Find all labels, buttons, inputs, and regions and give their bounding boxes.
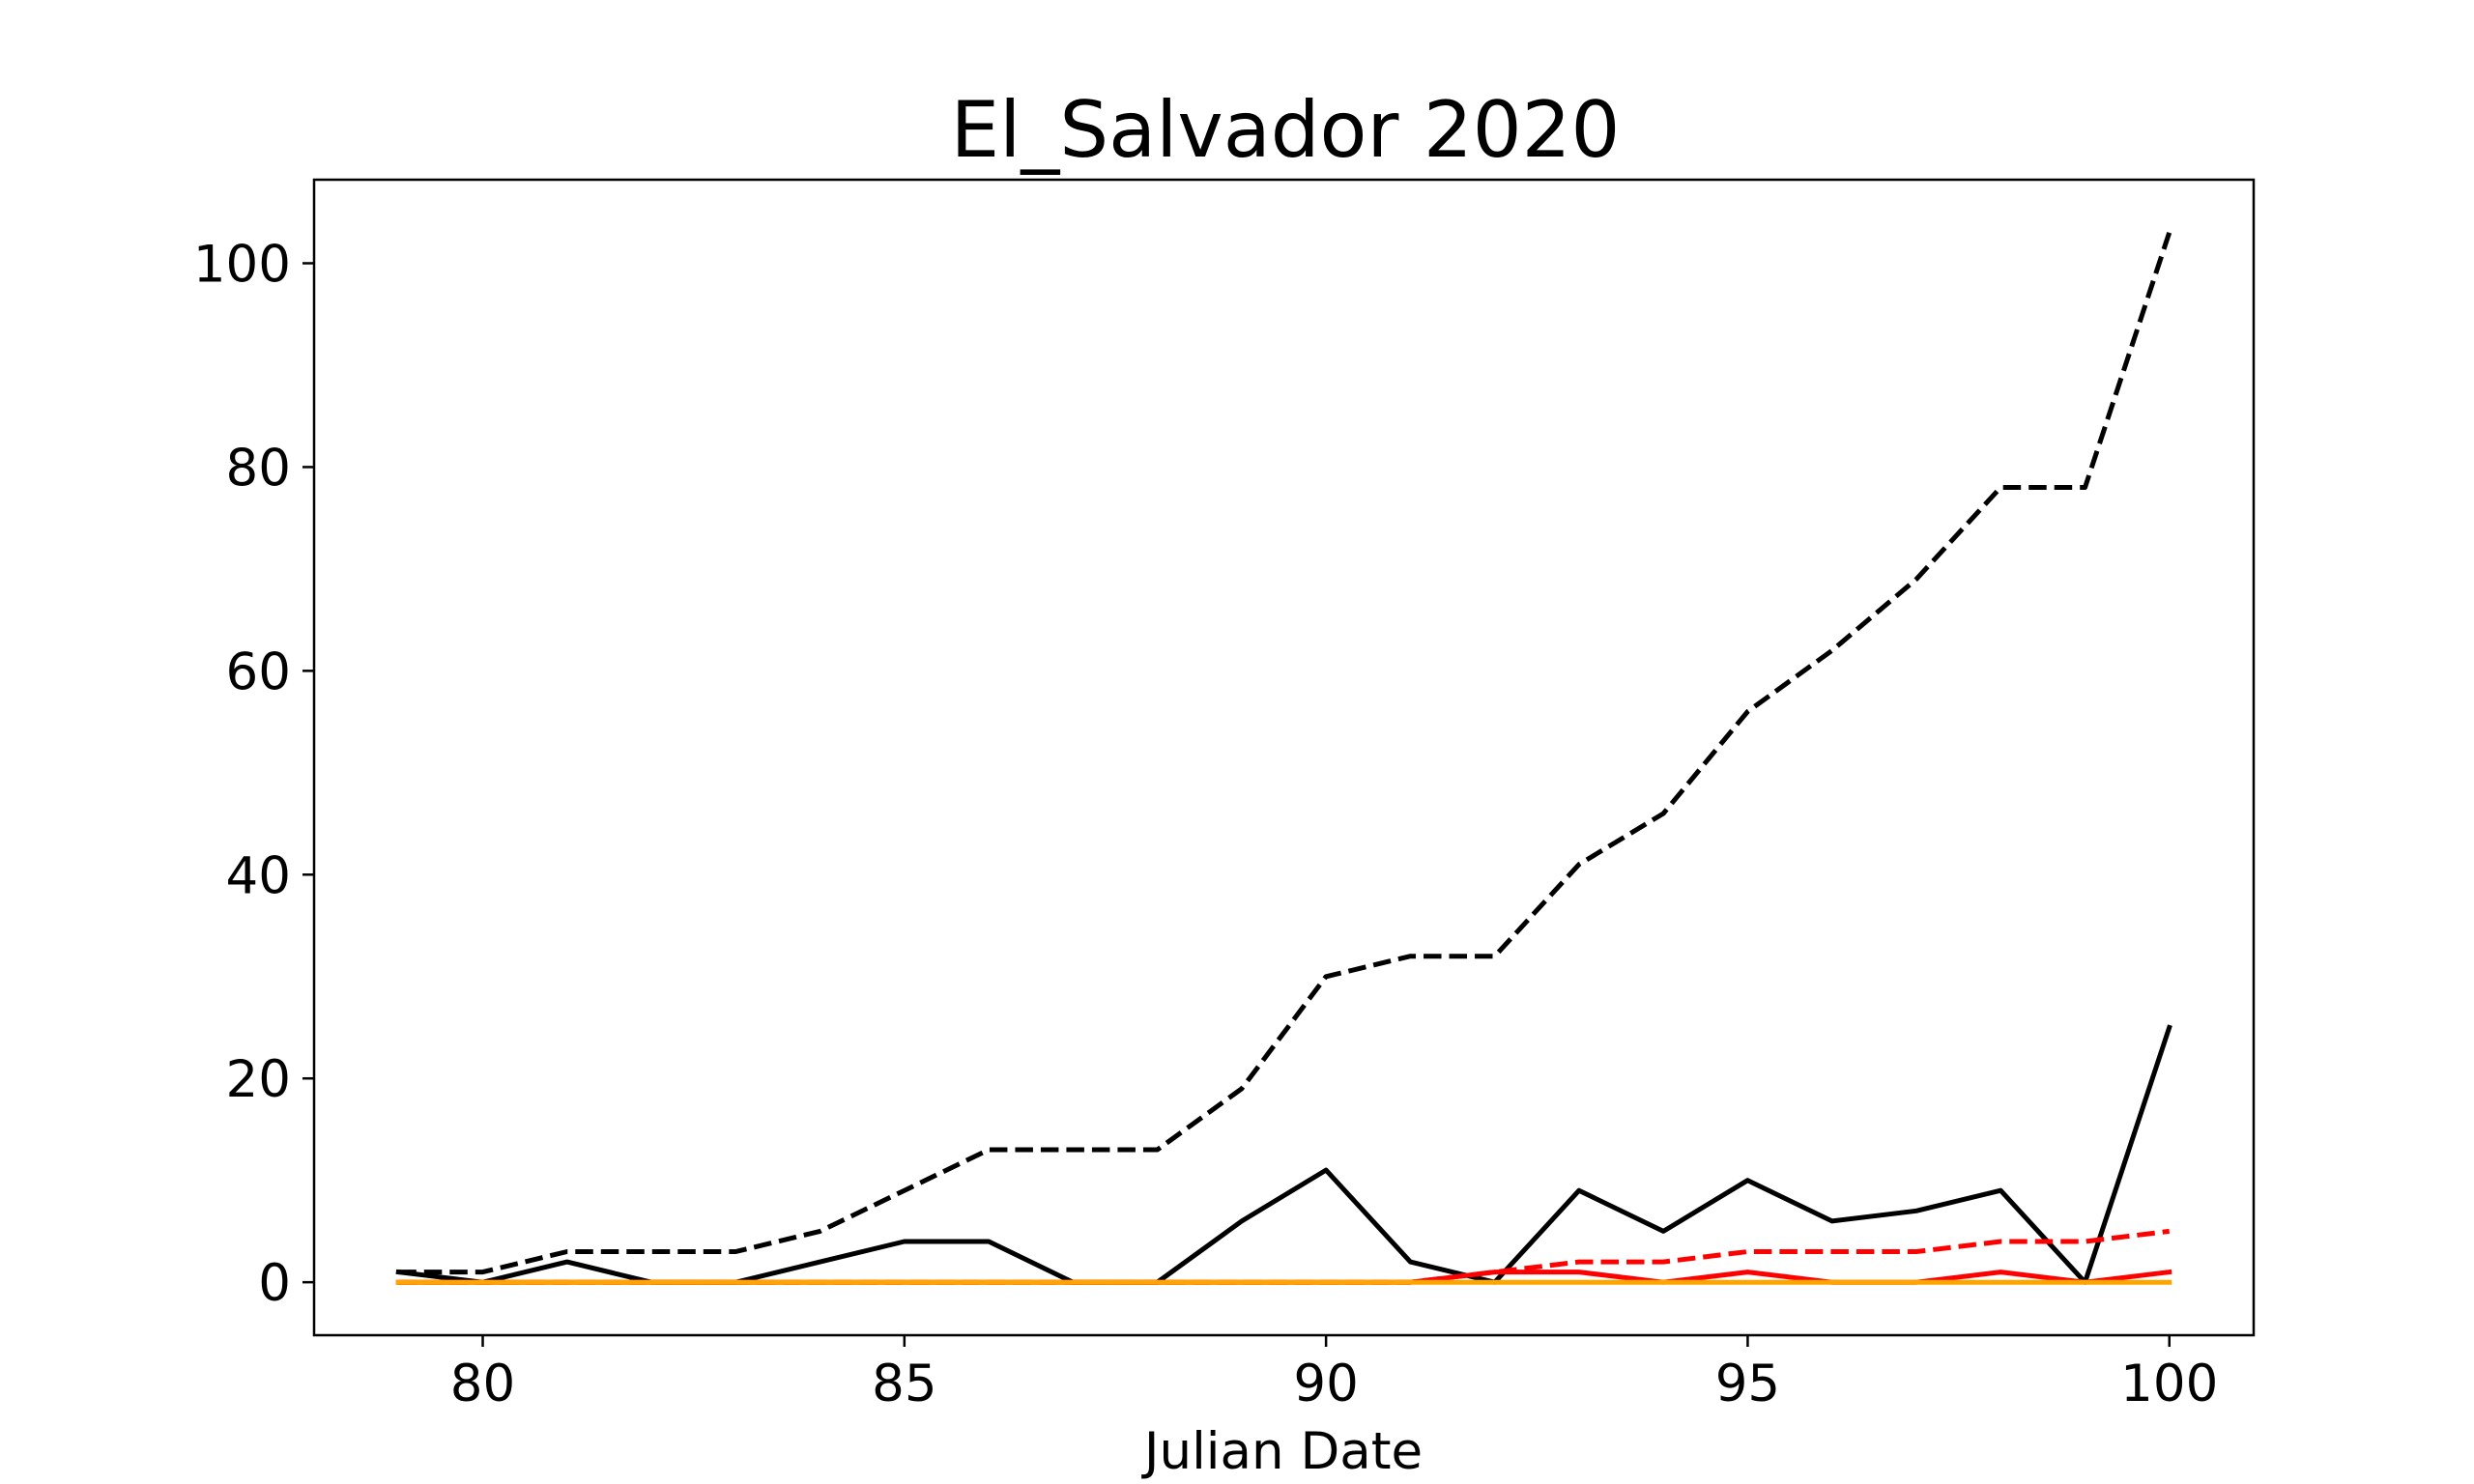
x-tick-label: 80 [450, 1355, 515, 1413]
x-tick-label: 85 [872, 1355, 936, 1413]
x-tick-label: 100 [2120, 1355, 2218, 1413]
y-tick-label: 80 [226, 439, 291, 498]
y-axis-ticks: 0 20 40 60 80 100 [193, 235, 314, 1313]
y-tick-label: 60 [226, 642, 291, 701]
series-layer [395, 232, 2172, 1285]
x-axis-ticks: 80 85 90 95 100 [450, 1335, 2218, 1413]
y-tick-label: 20 [226, 1050, 291, 1109]
x-tick-label: 90 [1293, 1355, 1358, 1413]
y-tick-label: 100 [193, 235, 291, 294]
y-tick-label: 0 [258, 1254, 291, 1313]
y-tick-label: 40 [226, 846, 291, 905]
x-axis-label: Julian Date [1141, 1422, 1423, 1481]
chart-title: El_Salvador 2020 [951, 85, 1621, 175]
series-line-1 [398, 232, 2172, 1275]
plot-frame [312, 178, 2256, 1337]
x-tick-label: 95 [1715, 1355, 1780, 1413]
